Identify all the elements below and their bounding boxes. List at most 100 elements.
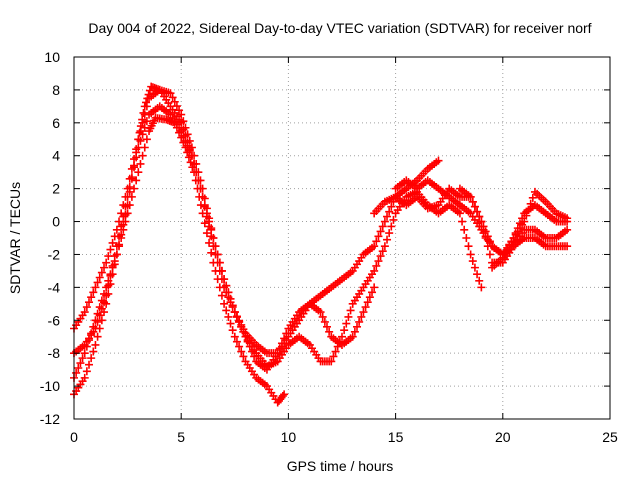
data-point — [134, 143, 143, 152]
data-point — [563, 214, 572, 223]
data-point — [380, 217, 389, 226]
data-point — [138, 130, 147, 139]
data-point — [91, 283, 100, 292]
plot-frame — [73, 56, 611, 420]
data-point — [376, 227, 385, 236]
data-point — [119, 212, 128, 221]
data-point — [353, 322, 362, 331]
data-point — [528, 193, 537, 202]
data-point — [132, 153, 141, 162]
data-point — [357, 312, 366, 321]
data-point — [230, 332, 239, 341]
data-point — [468, 197, 477, 206]
data-point — [329, 352, 338, 361]
data-point — [483, 232, 492, 241]
data-point — [108, 261, 117, 270]
data-point — [102, 291, 111, 300]
y-tick-label: -8 — [48, 345, 61, 361]
data-point — [239, 327, 248, 336]
data-point — [207, 248, 216, 257]
data-point — [82, 303, 91, 312]
data-point — [177, 127, 186, 136]
data-point — [378, 222, 387, 231]
data-point — [127, 173, 136, 182]
data-point — [202, 229, 211, 238]
data-point — [115, 232, 124, 241]
data-point — [170, 97, 179, 106]
data-point — [383, 235, 392, 244]
data-point — [207, 225, 216, 234]
data-point — [228, 326, 237, 335]
data-point — [273, 349, 282, 358]
data-point — [121, 202, 130, 211]
data-point — [378, 247, 387, 256]
data-point — [374, 232, 383, 241]
data-point — [130, 163, 139, 172]
data-point — [215, 258, 224, 267]
data-point — [136, 136, 145, 145]
data-points — [70, 82, 572, 407]
data-point — [220, 275, 229, 284]
data-point — [136, 159, 145, 168]
data-point — [100, 263, 109, 272]
data-point — [104, 281, 113, 290]
data-point — [213, 250, 222, 259]
data-point — [466, 192, 475, 201]
y-tick-label: -12 — [40, 411, 60, 427]
data-point — [217, 291, 226, 300]
data-point — [485, 250, 494, 259]
data-point — [475, 276, 484, 285]
data-point — [338, 332, 346, 341]
data-point — [196, 184, 205, 193]
data-point — [460, 225, 469, 234]
data-point — [322, 322, 331, 331]
series-track-7 — [455, 184, 572, 259]
data-point — [470, 202, 479, 211]
data-point — [372, 261, 381, 270]
data-point — [342, 319, 351, 328]
data-point — [355, 317, 364, 326]
data-point — [140, 123, 149, 132]
data-point — [385, 207, 394, 216]
data-point — [331, 347, 340, 356]
data-point — [211, 242, 220, 251]
x-tick-label: 5 — [177, 429, 185, 445]
x-axis-label: GPS time / hours — [287, 458, 394, 474]
data-point — [526, 199, 535, 208]
y-tick-label: 2 — [52, 181, 60, 197]
data-point — [205, 238, 214, 247]
data-point — [117, 222, 126, 231]
data-point — [142, 117, 151, 126]
data-point — [93, 317, 102, 326]
data-point — [237, 347, 246, 356]
data-point — [194, 176, 203, 185]
data-point — [464, 242, 473, 251]
data-point — [91, 324, 100, 333]
data-point — [102, 258, 111, 267]
data-point — [280, 390, 289, 399]
data-point — [82, 367, 91, 376]
data-point — [95, 311, 104, 320]
data-point — [132, 176, 141, 185]
data-point — [217, 266, 226, 275]
data-point — [232, 312, 241, 321]
data-point — [224, 312, 233, 321]
data-point — [370, 283, 379, 292]
data-point — [183, 141, 192, 150]
data-point — [235, 317, 244, 326]
data-point — [209, 234, 218, 242]
data-point — [134, 168, 143, 177]
y-tick-label: -10 — [40, 378, 60, 394]
data-point — [222, 306, 231, 315]
data-point — [389, 215, 398, 224]
data-point — [192, 168, 201, 177]
data-point — [190, 159, 199, 168]
data-point — [108, 238, 117, 247]
y-tick-label: -6 — [48, 312, 61, 328]
data-point — [144, 90, 153, 99]
data-point — [228, 301, 237, 310]
data-point — [363, 298, 372, 307]
data-point — [220, 299, 229, 308]
x-tick-label: 20 — [495, 429, 511, 445]
